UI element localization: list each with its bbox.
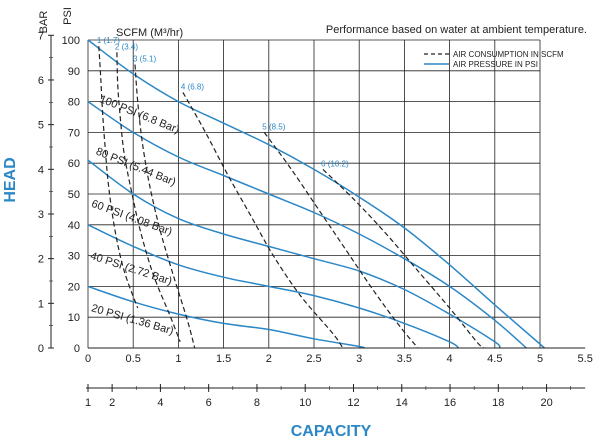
y-psi-tick-label: 90	[68, 66, 80, 78]
air-consumption-label: 3 (5.1)	[133, 55, 156, 64]
x2-tick-label: 16	[444, 397, 456, 409]
y-axis-title: HEAD	[2, 157, 19, 202]
air-consumption-curve	[182, 92, 344, 349]
y-unit-bar: BAR	[38, 11, 50, 34]
pressure-curve-label: 20 PSI (1.36 Bar)	[90, 302, 175, 337]
x-tick-label: 4	[447, 353, 453, 365]
air-consumption-label: 5 (8.5)	[262, 122, 285, 131]
y-unit-psi: PSI	[62, 7, 74, 25]
x-tick-label: 3.5	[397, 353, 412, 365]
x2-tick-label: 18	[492, 397, 504, 409]
y-psi-tick-label: 50	[68, 189, 80, 201]
x-tick-label: 2	[266, 353, 272, 365]
y-bar-tick-label: 6	[38, 75, 44, 87]
x-tick-label: 1	[175, 353, 181, 365]
pressure-curve-label: 100 PSI (6.8 Bar)	[98, 93, 181, 136]
y-bar-tick-label: 2	[38, 254, 44, 266]
air-consumption-label: 6 (10.2)	[321, 159, 349, 168]
y-psi-tick-label: 10	[68, 312, 80, 324]
pressure-curves	[87, 39, 545, 349]
y-bar-tick-label: 3	[38, 209, 44, 221]
x2-tick-label: 6	[206, 397, 212, 409]
air-consumption-curve	[116, 52, 181, 343]
pressure-curve	[87, 285, 366, 349]
air-consumption-curve	[98, 46, 139, 309]
air-consumption-label: 2 (3.4)	[115, 42, 138, 51]
x2-tick-label: 2	[109, 397, 115, 409]
x2-tick-label: 12	[347, 397, 359, 409]
x-tick-label: 5	[537, 353, 543, 365]
legend-air-pressure: AIR PRESSURE IN PSI	[453, 60, 538, 69]
y-bar-tick-label: 5	[38, 120, 44, 132]
pressure-curve	[87, 39, 545, 349]
x-axis-title: CAPACITY	[291, 423, 372, 440]
air-consumption-label: 1 (1.7)	[97, 36, 120, 45]
legend-air-consumption: AIR CONSUMPTION IN SCFM	[453, 50, 564, 59]
x2-tick-label: 10	[299, 397, 311, 409]
y-psi-tick-label: 20	[68, 281, 80, 293]
x2-tick-label: 1	[85, 397, 91, 409]
x2-tick-label: 8	[254, 397, 260, 409]
y-bar-tick-label: 1	[38, 298, 44, 310]
y-psi-tick-label: 40	[68, 220, 80, 232]
x-tick-label: 2.5	[306, 353, 321, 365]
x2-tick-label: 20	[540, 397, 552, 409]
x-tick-label: 0.5	[126, 353, 141, 365]
y-psi-tick-label: 80	[68, 97, 80, 109]
x-tick-label: 0	[85, 353, 91, 365]
y-bar-tick-label: 4	[38, 164, 44, 176]
air-consumption-curve	[263, 132, 419, 349]
x-tick-label: 4.5	[487, 353, 502, 365]
air-consumption-curve	[134, 64, 196, 349]
pressure-curve	[87, 100, 527, 349]
air-consumption-curves	[98, 46, 485, 349]
curve-labels: 100 PSI (6.8 Bar)80 PSI (5.44 Bar)60 PSI…	[89, 36, 349, 337]
x-tick-label: 3	[356, 353, 362, 365]
x2-tick-label: 4	[157, 397, 163, 409]
performance-note: Performance based on water at ambient te…	[326, 24, 587, 36]
plot-axes	[48, 34, 586, 392]
tick-labels: 0 0.5 1 1.5 2 2.5 3 3.5 4 4.5 5 5.51 2 4 6 8 10 12 14 16 18 2…	[38, 30, 593, 409]
air-consumption-curve	[322, 168, 485, 349]
y-psi-tick-label: 70	[68, 127, 80, 139]
x2-tick-label: 14	[396, 397, 408, 409]
pressure-curve	[87, 224, 460, 349]
x-tick-label: 1.5	[216, 353, 231, 365]
pressure-curve	[87, 159, 501, 349]
scfm-header: SCFM (M³/hr)	[116, 27, 183, 39]
air-consumption-label: 4 (6.8)	[181, 82, 204, 91]
y-psi-tick-label: 0	[74, 343, 80, 355]
y-psi-tick-label: 30	[68, 251, 80, 263]
y-psi-tick-label: 100	[62, 35, 80, 47]
y-bar-tick-label: 7	[38, 30, 44, 42]
x-tick-label: 5.5	[578, 353, 593, 365]
y-bar-tick-label: 0	[38, 343, 44, 355]
legend: AIR CONSUMPTION IN SCFM AIR PRESSURE IN …	[424, 50, 564, 69]
y-psi-tick-label: 60	[68, 158, 80, 170]
